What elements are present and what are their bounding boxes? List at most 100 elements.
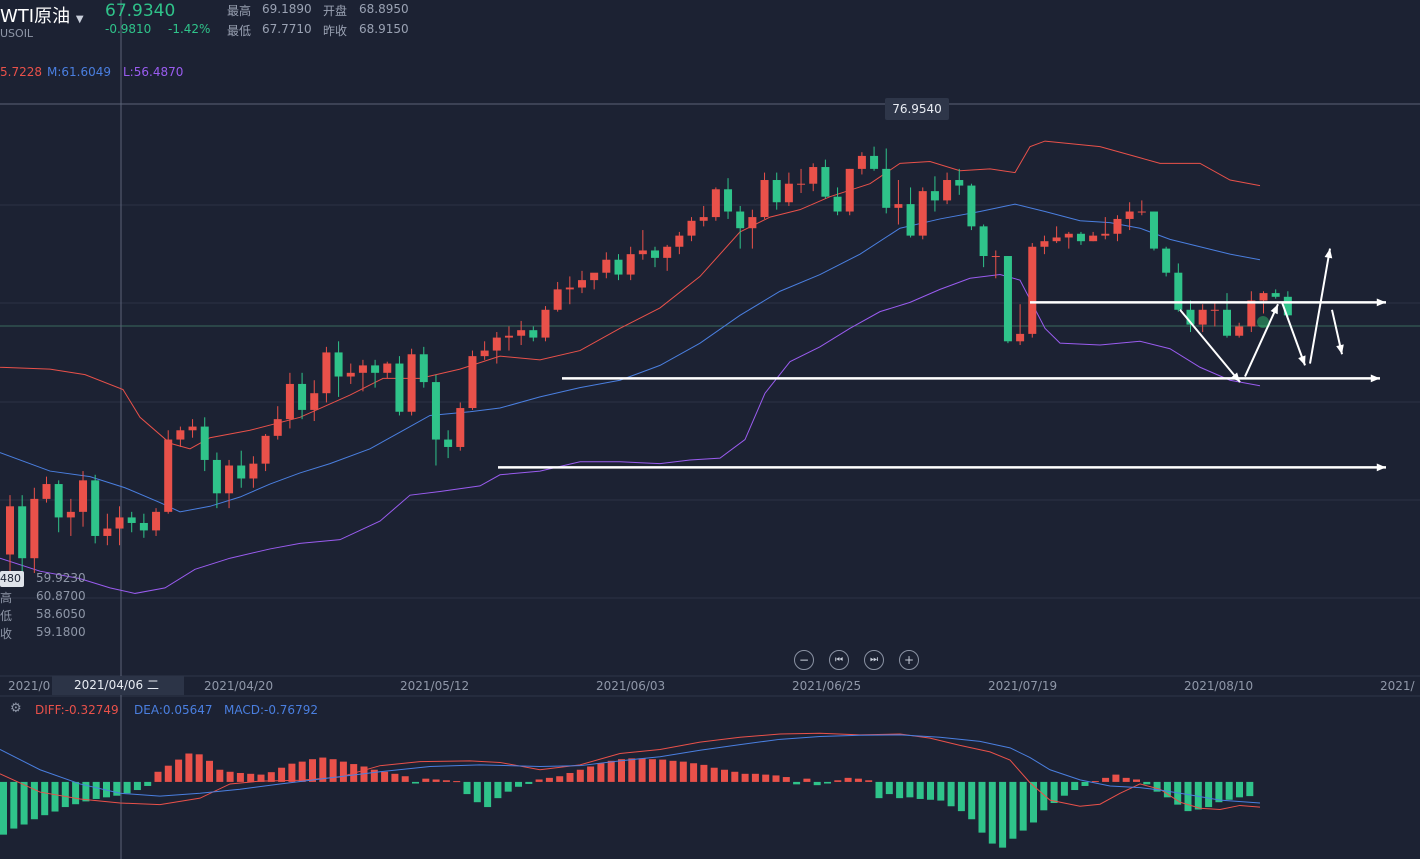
- open-label: 开盘: [323, 4, 348, 18]
- date-tick-1: 2021/04/20: [204, 679, 274, 693]
- macd-bar: [247, 773, 255, 782]
- macd-bar: [597, 763, 605, 782]
- macd-bar: [999, 781, 1007, 848]
- candle-body: [1028, 246, 1037, 334]
- macd-bar: [947, 781, 955, 807]
- macd-bar: [41, 781, 49, 816]
- open-value: 68.8950: [359, 2, 409, 16]
- candle-body: [1052, 237, 1061, 242]
- level-arrow-line-head: [1376, 463, 1386, 472]
- candle-body: [553, 289, 562, 310]
- macd-bar: [309, 759, 316, 782]
- macd-diff-value: DIFF:-0.32749: [35, 703, 119, 717]
- go-last-button[interactable]: ⏭: [864, 650, 884, 670]
- macd-bar: [762, 774, 770, 782]
- candle-body: [371, 365, 380, 373]
- macd-bar: [834, 780, 842, 782]
- trend-arrow: [1281, 302, 1306, 366]
- macd-bar: [1133, 779, 1140, 782]
- date-tick-7: 2021/: [1380, 679, 1415, 693]
- candle-body: [1259, 293, 1268, 301]
- candle-body: [577, 280, 586, 288]
- macd-bar: [473, 781, 481, 803]
- candle-body: [882, 168, 891, 208]
- macd-bar: [515, 781, 522, 787]
- macd-bar: [1019, 781, 1027, 831]
- macd-bar: [1081, 781, 1089, 786]
- prev-close-label: 昨收: [323, 24, 348, 38]
- candle-body: [1223, 309, 1231, 336]
- candle-body: [42, 484, 51, 499]
- macd-bar: [319, 757, 327, 782]
- macd-bar: [30, 781, 38, 820]
- candle-body: [395, 363, 404, 412]
- macd-bar: [1205, 781, 1213, 808]
- boll-upper-value: 5.7228: [0, 65, 42, 79]
- macd-bar: [1030, 781, 1037, 823]
- macd-bar: [813, 781, 821, 786]
- candle-body: [784, 183, 793, 203]
- candle-body: [663, 246, 672, 258]
- candle-body: [152, 511, 161, 531]
- macd-bar: [844, 777, 852, 782]
- macd-bar: [51, 781, 59, 812]
- candle-body: [115, 517, 124, 529]
- go-first-button[interactable]: ⏮: [829, 650, 849, 670]
- macd-bar: [432, 779, 440, 782]
- macd-bar: [968, 781, 976, 820]
- macd-bar: [545, 777, 553, 782]
- candle-body: [1137, 211, 1146, 213]
- macd-bar: [525, 781, 533, 784]
- macd-bar: [576, 769, 584, 782]
- macd-bar: [442, 780, 450, 782]
- zoom-out-button[interactable]: −: [794, 650, 814, 670]
- macd-bar: [1060, 781, 1068, 796]
- candle-body: [1174, 272, 1183, 310]
- candle-body: [943, 180, 952, 201]
- level-arrow-line-head: [1370, 374, 1380, 383]
- instrument-code: USOIL: [0, 27, 34, 40]
- settings-gear-icon[interactable]: ⚙: [10, 701, 22, 716]
- instrument-name[interactable]: WTI原油 ▼: [0, 2, 84, 28]
- candle-body: [188, 426, 197, 431]
- macd-bar: [133, 781, 141, 791]
- instrument-name-text: WTI原油: [0, 6, 71, 27]
- macd-bar: [710, 767, 718, 782]
- candle-body: [517, 330, 526, 336]
- candle-body: [736, 211, 745, 229]
- candle-body: [967, 185, 976, 227]
- candle-body: [724, 189, 733, 212]
- candle-body: [638, 250, 647, 255]
- caret-down-icon[interactable]: ▼: [75, 14, 84, 25]
- macd-bar: [793, 781, 801, 785]
- macd-bar: [875, 781, 883, 799]
- macd-bar: [453, 781, 461, 783]
- candle-body: [334, 352, 343, 377]
- candle-body: [870, 155, 879, 169]
- trend-arrow: [1244, 303, 1279, 377]
- candle-body: [431, 382, 440, 440]
- candle-body: [200, 426, 209, 460]
- candle-body: [699, 217, 708, 221]
- macd-bar: [1246, 781, 1254, 797]
- candle-body: [346, 372, 355, 377]
- zoom-in-button[interactable]: +: [899, 650, 919, 670]
- candle-body: [310, 393, 319, 410]
- candle-body: [18, 506, 27, 559]
- candle-body: [91, 480, 100, 536]
- macd-dea-value: DEA:0.05647: [134, 703, 213, 717]
- macd-bar: [391, 773, 399, 782]
- macd-bar: [721, 769, 728, 782]
- candle-body: [212, 459, 221, 494]
- candle-body: [79, 480, 88, 512]
- candle-body: [991, 256, 1000, 258]
- macd-bar: [1143, 781, 1151, 785]
- prev-close-value: 68.9150: [359, 22, 409, 36]
- last-candle-glow: [1257, 316, 1269, 328]
- trend-arrow-head: [1298, 355, 1306, 366]
- macd-bar: [216, 769, 224, 782]
- macd-bar: [906, 781, 914, 798]
- crosshair-high: 60.8700: [36, 589, 86, 603]
- macd-bar: [988, 781, 996, 844]
